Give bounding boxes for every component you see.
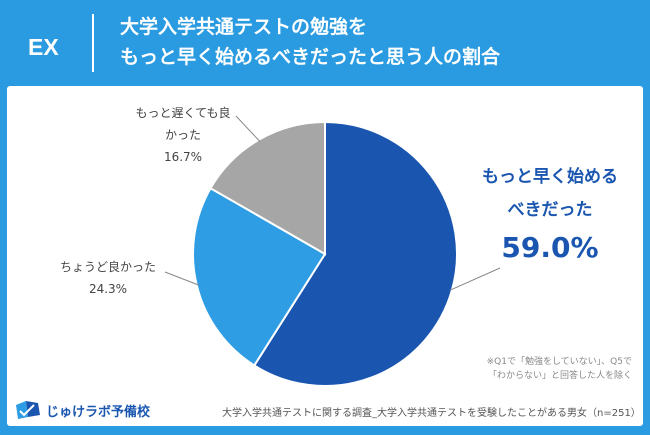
label-slice-3-line1: もっと遅くても良: [135, 106, 231, 120]
label-slice-3-value: 16.7%: [163, 150, 203, 164]
book-logo-icon: [16, 401, 40, 419]
leader-line-3: [235, 115, 261, 142]
label-slice-1-line2: べきだった: [507, 200, 593, 220]
header-divider: [92, 14, 94, 72]
leader-line-2: [164, 271, 199, 286]
brand-name: じゅけラボ予備校: [46, 404, 151, 420]
pie-slice-2: [192, 186, 327, 367]
label-slice-1-value: 59.0%: [501, 231, 599, 264]
footnote: ※Q1で「勉強をしていない」、Q5で 「わからない」と回答した人を除く: [420, 355, 632, 383]
brand-logo: じゅけラボ予備校: [14, 399, 150, 421]
label-slice-3: もっと遅くても良 かった 16.7%: [128, 102, 238, 168]
label-slice-1-line1: もっと早く始める: [482, 167, 618, 187]
survey-caption: 大学入学共通テストに関する調査_大学入学共通テストを受験したことがある男女（n=…: [222, 408, 641, 419]
leader-line-1: [449, 267, 501, 291]
title-line-2: もっと早く始めるべきだったと思う人の割合: [120, 46, 501, 68]
footnote-line1: ※Q1で「勉強をしていない」、Q5で: [486, 357, 632, 367]
label-slice-1: もっと早く始める べきだった 59.0%: [455, 160, 645, 270]
label-slice-2-line1: ちょうど良かった: [59, 260, 156, 274]
pie-slice-1: [252, 120, 459, 387]
label-slice-2: ちょうど良かった 24.3%: [48, 256, 168, 300]
footnote-line2: 「わからない」と回答した人を除く: [487, 371, 632, 381]
page-title: 大学入学共通テストの勉強を もっと早く始めるべきだったと思う人の割合: [120, 12, 500, 72]
title-line-1: 大学入学共通テストの勉強を: [120, 16, 368, 38]
label-slice-3-line2: かった: [164, 128, 201, 142]
label-slice-2-value: 24.3%: [88, 282, 128, 296]
header-tag: EX: [28, 34, 59, 60]
